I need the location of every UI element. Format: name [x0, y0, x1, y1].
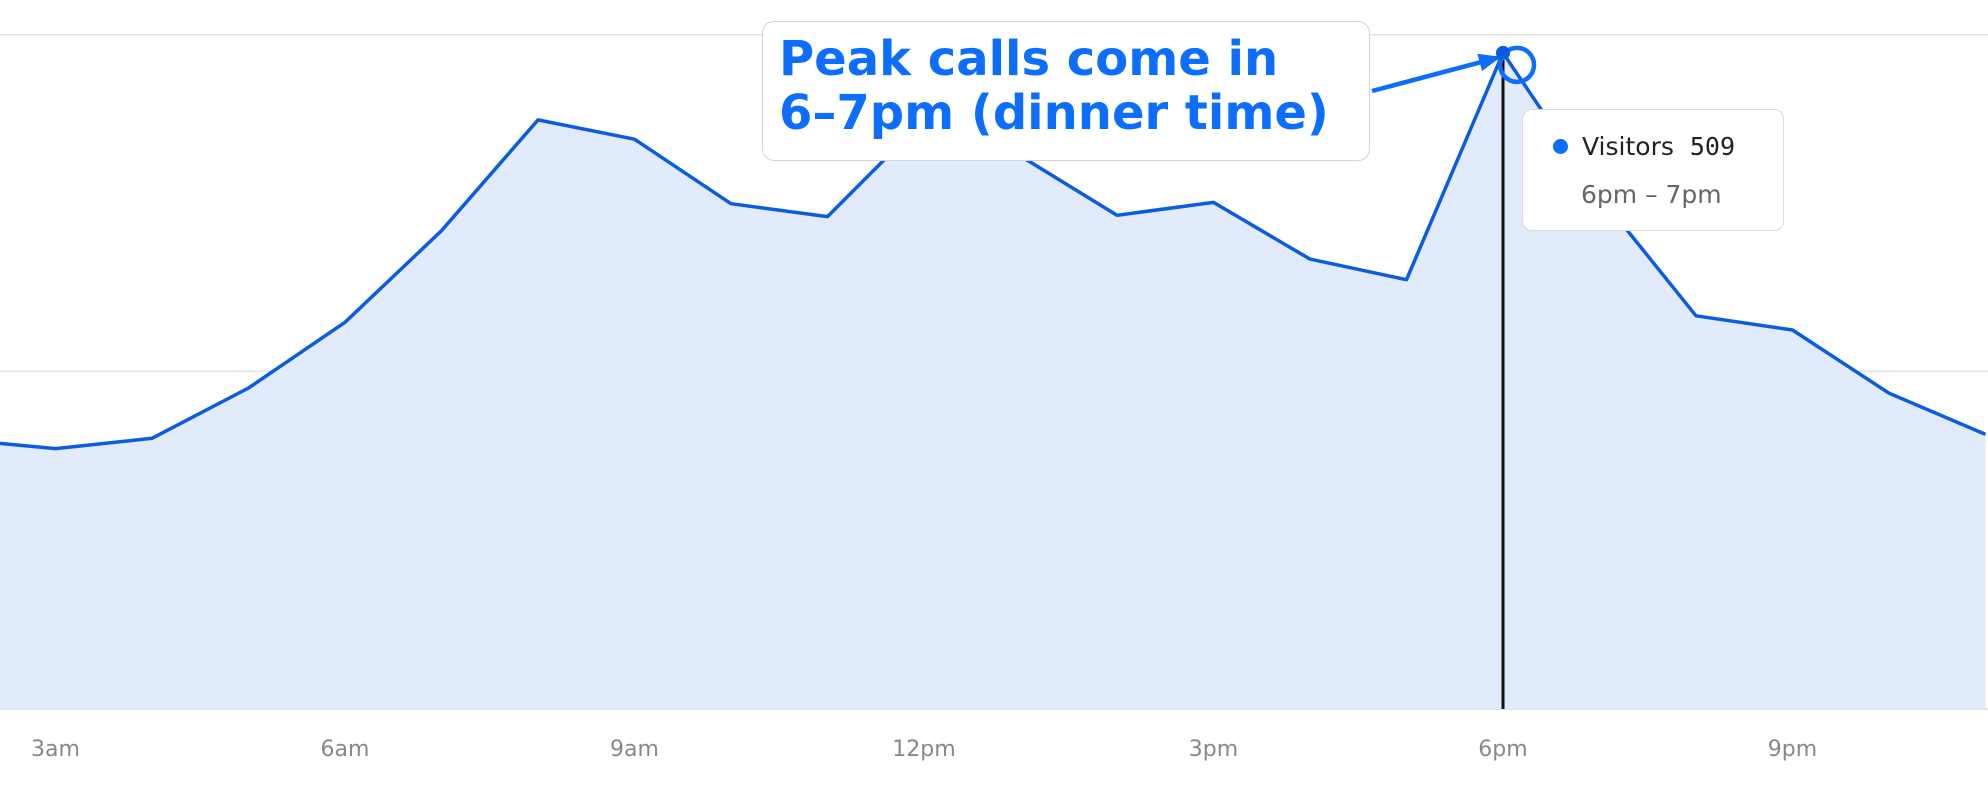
x-tick-label: 9am — [610, 737, 659, 762]
x-tick-label: 6pm — [1478, 737, 1527, 762]
annotation-arrow-head — [1477, 53, 1501, 72]
x-tick-label: 12pm — [892, 737, 955, 762]
tooltip-series-row: Visitors 509 — [1553, 132, 1735, 161]
x-tick-label: 9pm — [1768, 737, 1817, 762]
tooltip-series-dot — [1553, 139, 1568, 154]
annotation-callout: Peak calls come in 6–7pm (dinner time) — [762, 21, 1370, 161]
tooltip-time-range: 6pm – 7pm — [1581, 180, 1722, 209]
highlight-point-ring — [1497, 45, 1537, 85]
chart-tooltip: Visitors 509 6pm – 7pm — [1522, 109, 1784, 231]
x-axis-ticks: 3am 6am 9am 12pm 3pm 6pm 9pm — [31, 737, 1817, 762]
x-tick-label: 6am — [321, 737, 370, 762]
annotation-arrow — [1371, 54, 1502, 94]
annotation-text-line1: Peak calls come in — [779, 31, 1279, 87]
tooltip-value: 509 — [1689, 132, 1736, 161]
x-tick-label: 3pm — [1189, 737, 1238, 762]
x-tick-label: 3am — [31, 737, 80, 762]
annotation-text-line2: 6–7pm (dinner time) — [779, 85, 1329, 141]
series-area-fill — [0, 52, 1986, 709]
tooltip-series-label: Visitors — [1582, 132, 1674, 161]
highlight-point — [1496, 45, 1510, 60]
